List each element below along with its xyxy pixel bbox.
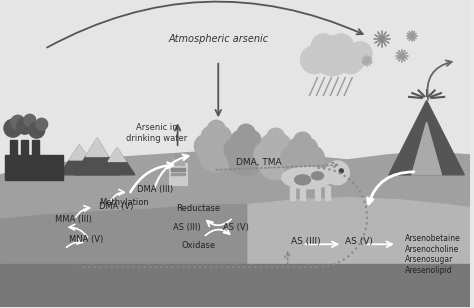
Circle shape	[339, 169, 343, 173]
Polygon shape	[108, 148, 126, 161]
Polygon shape	[60, 145, 99, 175]
Bar	[316, 186, 320, 200]
Polygon shape	[389, 100, 465, 175]
Circle shape	[228, 140, 264, 176]
Circle shape	[348, 42, 372, 66]
Bar	[173, 154, 182, 158]
Polygon shape	[70, 145, 89, 160]
Circle shape	[241, 130, 261, 150]
Polygon shape	[0, 205, 470, 307]
Text: MNA (V): MNA (V)	[70, 235, 104, 244]
Polygon shape	[248, 198, 470, 307]
Circle shape	[258, 144, 294, 180]
Bar	[169, 163, 186, 185]
Text: DMA (V): DMA (V)	[99, 202, 134, 211]
Polygon shape	[412, 122, 441, 175]
Bar	[300, 186, 305, 200]
Circle shape	[311, 34, 335, 58]
Circle shape	[329, 34, 353, 58]
Circle shape	[326, 161, 349, 185]
Ellipse shape	[311, 172, 323, 180]
Bar	[171, 168, 184, 171]
Circle shape	[17, 118, 33, 134]
Polygon shape	[74, 138, 119, 175]
Circle shape	[267, 128, 285, 146]
Circle shape	[199, 136, 234, 172]
Bar	[214, 154, 218, 170]
Text: AS (V): AS (V)	[223, 223, 249, 232]
Text: Atmospheric arsenic: Atmospheric arsenic	[168, 34, 268, 44]
Circle shape	[224, 138, 248, 162]
Circle shape	[288, 138, 308, 158]
Circle shape	[36, 118, 47, 130]
Text: Arsenobetaine
Arsenocholine
Arsenosugar
Aresenolipid: Arsenobetaine Arsenocholine Arsenosugar …	[405, 234, 461, 274]
Bar	[171, 173, 184, 175]
Circle shape	[294, 132, 311, 150]
Circle shape	[281, 146, 305, 170]
Circle shape	[271, 134, 291, 154]
Polygon shape	[99, 148, 135, 175]
Bar	[274, 162, 278, 174]
Text: Methylation: Methylation	[99, 198, 149, 207]
Circle shape	[201, 126, 221, 146]
Circle shape	[285, 148, 320, 184]
Circle shape	[237, 124, 255, 142]
Text: AS (III): AS (III)	[291, 237, 320, 246]
Polygon shape	[86, 138, 108, 156]
Bar	[290, 186, 295, 200]
Text: AS (V): AS (V)	[345, 237, 373, 246]
Bar	[301, 166, 305, 176]
Circle shape	[298, 138, 318, 158]
Circle shape	[194, 134, 218, 158]
Bar	[172, 157, 183, 165]
Ellipse shape	[295, 175, 310, 185]
Text: DMA, TMA: DMA, TMA	[236, 158, 282, 168]
Text: DMA (III): DMA (III)	[137, 185, 173, 194]
Polygon shape	[0, 264, 470, 307]
Circle shape	[4, 119, 22, 137]
Text: Reductase: Reductase	[176, 204, 220, 213]
Bar	[32, 140, 39, 160]
Circle shape	[337, 46, 364, 74]
Text: MMA (III): MMA (III)	[55, 215, 91, 224]
Ellipse shape	[282, 167, 333, 189]
Circle shape	[231, 130, 251, 150]
Bar	[10, 140, 17, 160]
Bar	[21, 140, 28, 160]
Circle shape	[24, 114, 36, 126]
Circle shape	[312, 36, 352, 76]
Polygon shape	[0, 148, 470, 307]
Circle shape	[301, 146, 324, 170]
Circle shape	[207, 120, 225, 138]
Circle shape	[214, 134, 238, 158]
Circle shape	[254, 142, 278, 166]
Bar	[5, 155, 63, 180]
Bar	[244, 158, 248, 172]
Circle shape	[211, 126, 231, 146]
Circle shape	[29, 122, 45, 138]
Circle shape	[244, 138, 268, 162]
Bar	[326, 186, 330, 200]
Text: Oxidase: Oxidase	[182, 241, 216, 250]
Text: AS (III): AS (III)	[173, 223, 201, 232]
Circle shape	[274, 142, 298, 166]
Circle shape	[11, 115, 25, 129]
Text: Arsenic in
drinking water: Arsenic in drinking water	[126, 124, 187, 143]
Circle shape	[301, 46, 328, 74]
Circle shape	[261, 134, 281, 154]
